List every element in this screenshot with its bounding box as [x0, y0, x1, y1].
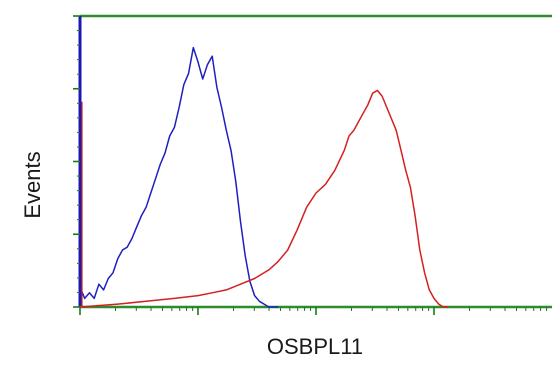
y-axis-label: Events	[20, 151, 45, 218]
x-axis-ticks	[79, 307, 548, 315]
series-control-line	[79, 46, 279, 308]
plot-frame	[78, 14, 552, 309]
series-sample-line	[79, 89, 449, 308]
x-axis-label: OSBPL11	[267, 334, 363, 359]
y-axis-ticks	[73, 15, 80, 308]
series-layer	[79, 46, 449, 308]
